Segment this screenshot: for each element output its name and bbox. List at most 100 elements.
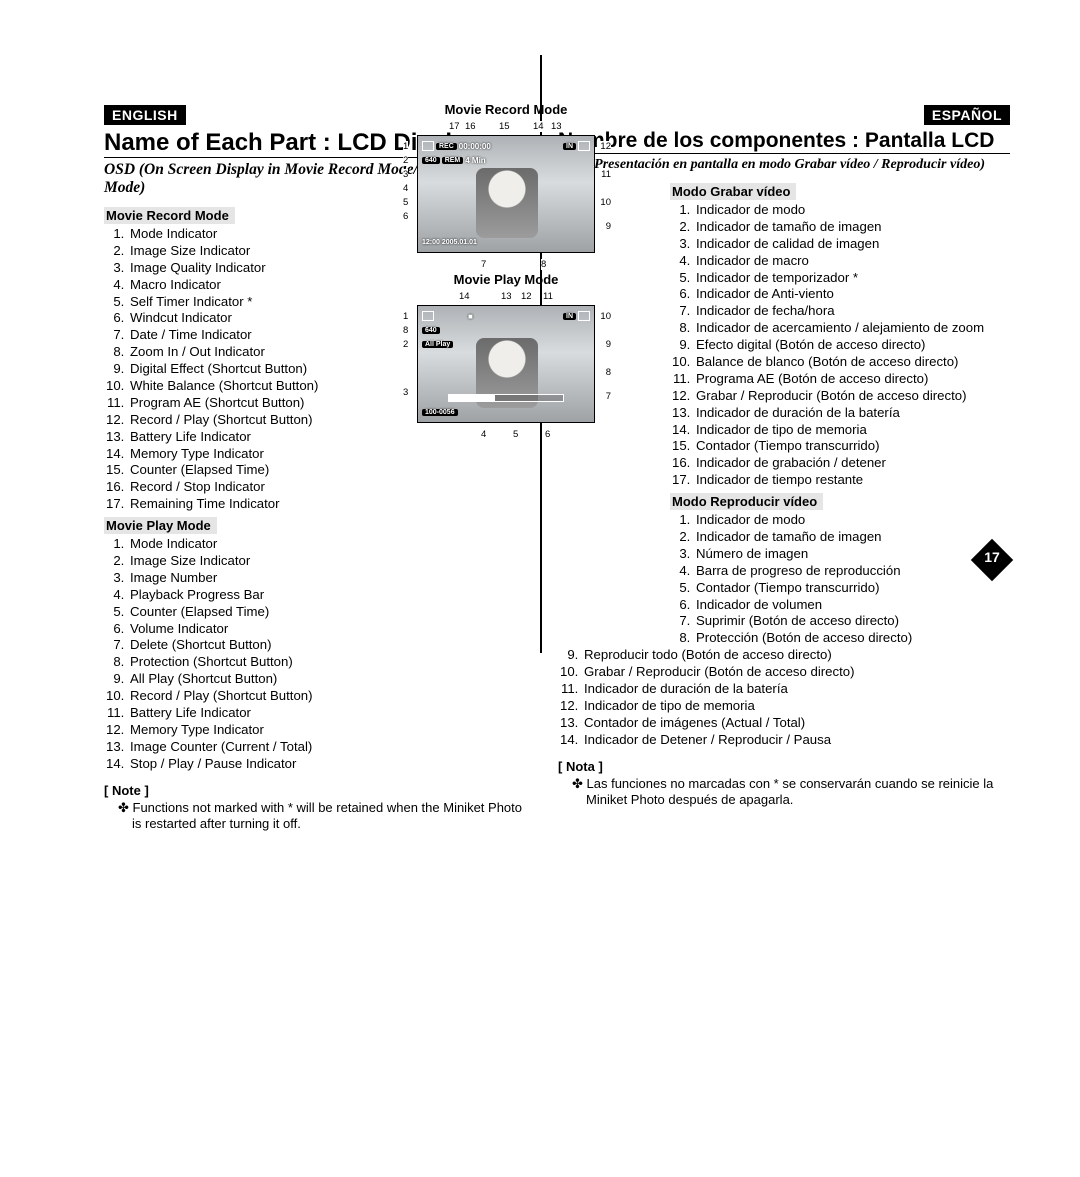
legend-item: Volume Indicator bbox=[128, 621, 366, 638]
battery-icon bbox=[578, 141, 590, 151]
callout-num: 1 bbox=[403, 141, 408, 152]
callout-num: 16 bbox=[465, 121, 476, 132]
datetime-text: 12:00 2005.01.01 bbox=[422, 239, 477, 246]
legend-item: Image Counter (Current / Total) bbox=[128, 739, 366, 756]
rem-time: 4 Min bbox=[465, 156, 485, 165]
callout-num: 4 bbox=[403, 183, 408, 194]
legend-play-en: Mode IndicatorImage Size IndicatorImage … bbox=[128, 536, 366, 772]
heading-play-en: Movie Play Mode bbox=[104, 517, 217, 534]
size-badge: 640 bbox=[422, 327, 440, 334]
legend-item: Indicador de tamaño de imagen bbox=[694, 529, 1020, 546]
in-badge: IN bbox=[563, 143, 576, 150]
counter-text: 00:00:00 bbox=[459, 142, 491, 151]
legend-item: Indicador de modo bbox=[694, 202, 1020, 219]
callout-num: 3 bbox=[403, 387, 408, 398]
legend-item: All Play (Shortcut Button) bbox=[128, 671, 366, 688]
note-label-es: [ Nota ] bbox=[558, 759, 1010, 774]
legend-item: Image Quality Indicator bbox=[128, 260, 366, 277]
legend-record-es: Indicador de modoIndicador de tamaño de … bbox=[694, 202, 1020, 489]
legend-item: Memory Type Indicator bbox=[128, 446, 366, 463]
legend-item: Mode Indicator bbox=[128, 226, 366, 243]
callout-num: 12 bbox=[600, 141, 611, 152]
legend-item: Remaining Time Indicator bbox=[128, 496, 366, 513]
page-number-badge: 17 bbox=[974, 542, 1010, 578]
legend-item: Indicador de Anti-viento bbox=[694, 286, 1020, 303]
legend-item: Reproducir todo (Botón de acceso directo… bbox=[582, 647, 1010, 664]
fig-title-record: Movie Record Mode bbox=[362, 102, 650, 117]
callout-num: 10 bbox=[600, 197, 611, 208]
legend-item: Contador (Tiempo transcurrido) bbox=[694, 580, 1020, 597]
legend-item: Indicador de duración de la batería bbox=[694, 405, 1020, 422]
callout-num: 1 bbox=[403, 311, 408, 322]
legend-item: Grabar / Reproducir (Botón de acceso dir… bbox=[694, 388, 1020, 405]
legend-item: Battery Life Indicator bbox=[128, 705, 366, 722]
center-figures: Movie Record Mode 17 16 15 14 13 1 2 3 4… bbox=[362, 96, 650, 442]
legend-item: Stop / Play / Pause Indicator bbox=[128, 756, 366, 773]
legend-item: Macro Indicator bbox=[128, 277, 366, 294]
mode-icon bbox=[422, 311, 434, 321]
legend-item: Record / Play (Shortcut Button) bbox=[128, 688, 366, 705]
legend-item: Protección (Botón de acceso directo) bbox=[694, 630, 1020, 647]
legend-record-en: Mode IndicatorImage Size IndicatorImage … bbox=[128, 226, 366, 513]
callout-num: 14 bbox=[459, 291, 470, 302]
legend-item: Battery Life Indicator bbox=[128, 429, 366, 446]
legend-play-es-b: Reproducir todo (Botón de acceso directo… bbox=[582, 647, 1010, 748]
legend-item: Delete (Shortcut Button) bbox=[128, 637, 366, 654]
in-badge: IN bbox=[563, 313, 576, 320]
progress-bar bbox=[448, 394, 564, 402]
legend-item: Indicador de Detener / Reproducir / Paus… bbox=[582, 732, 1010, 749]
legend-item: Indicador de tiempo restante bbox=[694, 472, 1020, 489]
callout-num: 2 bbox=[403, 155, 408, 166]
legend-item: Grabar / Reproducir (Botón de acceso dir… bbox=[582, 664, 1010, 681]
legend-item: Indicador de macro bbox=[694, 253, 1020, 270]
legend-item: Suprimir (Botón de acceso directo) bbox=[694, 613, 1020, 630]
heading-play-es: Modo Reproducir vídeo bbox=[670, 493, 823, 510]
callout-num: 17 bbox=[449, 121, 460, 132]
legend-item: Image Size Indicator bbox=[128, 553, 366, 570]
heading-record-en: Movie Record Mode bbox=[104, 207, 235, 224]
legend-item: Protection (Shortcut Button) bbox=[128, 654, 366, 671]
allplay-badge: All Play bbox=[422, 341, 453, 348]
callout-num: 2 bbox=[403, 339, 408, 350]
legend-item: Image Size Indicator bbox=[128, 243, 366, 260]
lcd-record: 17 16 15 14 13 1 2 3 4 5 6 12 11 10 9 7 … bbox=[401, 121, 611, 266]
callout-num: 3 bbox=[403, 169, 408, 180]
callout-num: 6 bbox=[403, 211, 408, 222]
callout-num: 7 bbox=[606, 391, 611, 402]
rem-badge: REM bbox=[442, 157, 464, 164]
callout-num: 11 bbox=[601, 169, 611, 180]
legend-item: Efecto digital (Botón de acceso directo) bbox=[694, 337, 1020, 354]
legend-item: Mode Indicator bbox=[128, 536, 366, 553]
callout-num: 8 bbox=[606, 367, 611, 378]
legend-item: Counter (Elapsed Time) bbox=[128, 462, 366, 479]
callout-num: 7 bbox=[481, 259, 486, 270]
lang-badge-english: ENGLISH bbox=[104, 105, 186, 125]
legend-item: Programa AE (Botón de acceso directo) bbox=[694, 371, 1020, 388]
legend-item: Program AE (Shortcut Button) bbox=[128, 395, 366, 412]
legend-item: Indicador de tipo de memoria bbox=[694, 422, 1020, 439]
callout-num: 9 bbox=[606, 221, 611, 232]
legend-item: Indicador de tamaño de imagen bbox=[694, 219, 1020, 236]
size-badge: 640 bbox=[422, 157, 440, 164]
callout-num: 12 bbox=[521, 291, 532, 302]
callout-num: 10 bbox=[600, 311, 611, 322]
legend-item: White Balance (Shortcut Button) bbox=[128, 378, 366, 395]
legend-item: Contador de imágenes (Actual / Total) bbox=[582, 715, 1010, 732]
legend-item: Memory Type Indicator bbox=[128, 722, 366, 739]
lang-badge-spanish: ESPAÑOL bbox=[924, 105, 1010, 125]
lcd-screen-play: ■ IN 640 All Play 100-0056 bbox=[417, 305, 595, 423]
callout-num: 15 bbox=[499, 121, 510, 132]
callout-num: 5 bbox=[513, 429, 518, 440]
legend-item: Indicador de tipo de memoria bbox=[582, 698, 1010, 715]
legend-item: Image Number bbox=[128, 570, 366, 587]
legend-item: Counter (Elapsed Time) bbox=[128, 604, 366, 621]
mode-icon bbox=[422, 141, 434, 151]
legend-item: Barra de progreso de reproducción bbox=[694, 563, 1020, 580]
battery-icon bbox=[578, 311, 590, 321]
note-text-es: Las funciones no marcadas con * se conse… bbox=[558, 776, 1010, 809]
legend-item: Indicador de calidad de imagen bbox=[694, 236, 1020, 253]
legend-item: Indicador de modo bbox=[694, 512, 1020, 529]
legend-item: Record / Stop Indicator bbox=[128, 479, 366, 496]
lcd-play: 14 13 12 11 1 8 2 3 10 9 8 7 4 5 6 ■ bbox=[401, 291, 611, 436]
callout-num: 8 bbox=[403, 325, 408, 336]
